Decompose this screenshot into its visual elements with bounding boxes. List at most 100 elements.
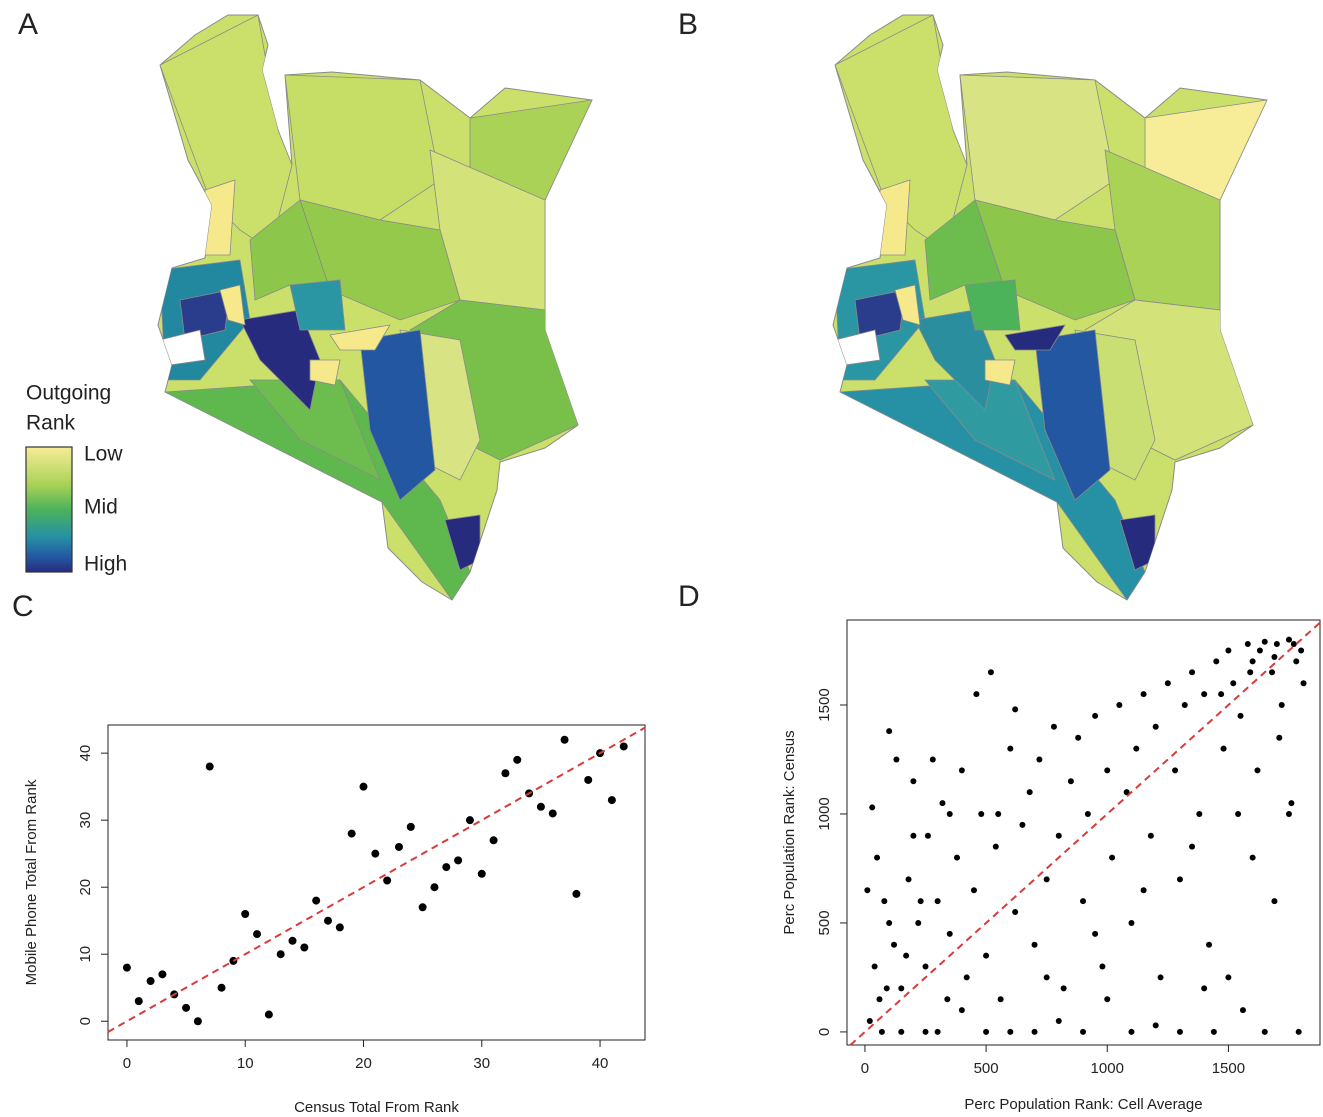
point — [182, 1003, 191, 1012]
point — [929, 756, 936, 763]
region — [984, 359, 1016, 386]
identity-line — [107, 726, 646, 1033]
point — [1128, 919, 1135, 926]
region — [914, 309, 996, 411]
point — [874, 854, 881, 861]
point — [1104, 996, 1111, 1003]
regions — [159, 15, 592, 600]
y-axis-label: Mobile Phone Total From Rank — [23, 779, 40, 985]
point — [970, 887, 977, 894]
point — [430, 883, 439, 892]
point — [1012, 909, 1019, 916]
x-tick-label: 20 — [355, 1055, 372, 1072]
point — [1278, 702, 1285, 708]
point — [1128, 1028, 1135, 1035]
point — [300, 943, 309, 952]
point — [324, 916, 333, 925]
region — [309, 359, 341, 386]
point — [1152, 723, 1159, 730]
point — [934, 898, 941, 905]
point — [1157, 974, 1164, 981]
point — [891, 941, 898, 948]
point — [465, 816, 474, 825]
point — [910, 778, 917, 785]
point — [903, 952, 910, 959]
point — [1026, 789, 1033, 796]
point — [922, 963, 929, 970]
point — [1116, 702, 1123, 708]
point — [1288, 800, 1295, 807]
point — [1247, 669, 1254, 676]
point — [513, 755, 522, 764]
region — [1004, 324, 1066, 351]
panel-label: B — [678, 8, 698, 41]
point — [383, 876, 392, 885]
regions — [834, 15, 1267, 600]
point — [1050, 723, 1057, 730]
plot-frame — [107, 724, 646, 1041]
y-tick-label: 500 — [816, 910, 833, 935]
point — [1092, 712, 1099, 719]
point — [1164, 680, 1171, 687]
point — [1271, 898, 1278, 905]
point — [312, 896, 321, 905]
point — [418, 903, 427, 912]
point — [944, 996, 951, 1003]
plot-area — [122, 735, 628, 1026]
point — [335, 923, 344, 932]
point — [915, 919, 922, 926]
point — [1201, 691, 1208, 698]
region — [239, 309, 321, 411]
point — [442, 863, 451, 872]
point — [1152, 1022, 1159, 1029]
point — [548, 809, 557, 818]
point — [1043, 876, 1050, 883]
point — [264, 1010, 273, 1019]
x-tick-label: 30 — [473, 1055, 490, 1072]
point — [866, 1018, 873, 1025]
y-tick-label: 10 — [77, 946, 94, 963]
point — [1239, 1007, 1246, 1014]
point — [1055, 832, 1062, 839]
point — [963, 974, 970, 981]
point — [1285, 810, 1292, 817]
point — [193, 1017, 202, 1026]
plot-frame — [846, 619, 1321, 1046]
point — [946, 930, 953, 937]
y-tick-label: 1000 — [816, 797, 833, 830]
point — [1084, 810, 1091, 817]
point — [253, 930, 262, 939]
point — [1123, 789, 1130, 796]
region — [879, 179, 911, 256]
plot-area — [864, 636, 1307, 1035]
point — [1012, 706, 1019, 713]
region — [204, 179, 236, 256]
point — [1189, 843, 1196, 850]
point — [1225, 974, 1232, 981]
point — [276, 950, 285, 959]
point — [922, 1028, 929, 1035]
point — [987, 669, 994, 676]
point — [359, 782, 368, 791]
point — [1055, 1018, 1062, 1025]
point — [1007, 745, 1014, 752]
point — [869, 804, 876, 811]
x-tick-label: 0 — [123, 1055, 131, 1072]
point — [1092, 930, 1099, 937]
x-tick-label: 40 — [592, 1055, 609, 1072]
point — [1060, 985, 1067, 992]
point — [1244, 640, 1251, 647]
region — [179, 289, 231, 341]
y-tick-label: 30 — [77, 812, 94, 829]
point — [946, 810, 953, 817]
region — [284, 74, 441, 221]
scatter-chart: 0 10 20 30 40 0 10 20 30 40 Census Total From Rank… — [23, 724, 646, 1116]
point — [489, 836, 498, 845]
point — [898, 985, 905, 992]
x-tick-label: 500 — [974, 1060, 999, 1077]
point — [1099, 963, 1106, 970]
point — [1201, 985, 1208, 992]
map — [832, 14, 1268, 601]
identity-line — [849, 621, 1321, 1046]
